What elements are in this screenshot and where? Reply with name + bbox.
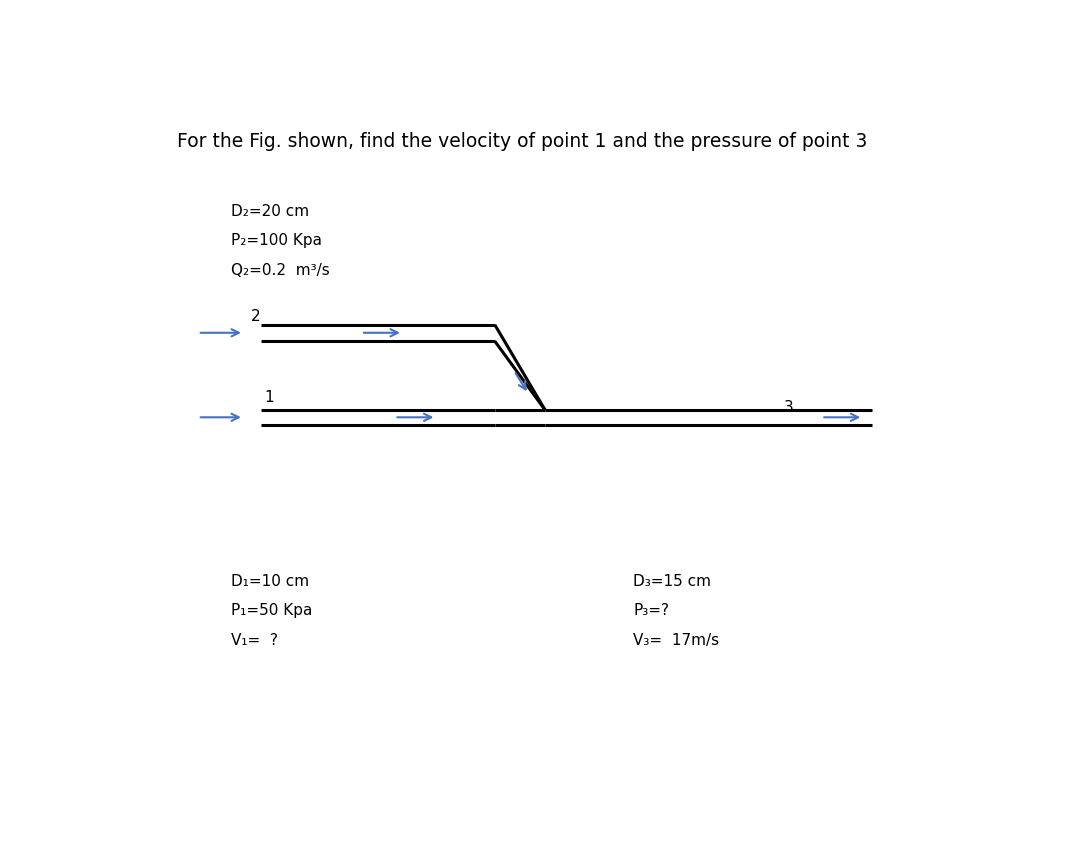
Text: Q₂=0.2  m³/s: Q₂=0.2 m³/s [231,263,330,277]
Text: 1: 1 [265,391,274,405]
Text: V₃=  17m/s: V₃= 17m/s [633,633,719,648]
Text: P₃=?: P₃=? [633,603,669,619]
Text: D₂=20 cm: D₂=20 cm [231,203,309,219]
Text: P₁=50 Kpa: P₁=50 Kpa [231,603,312,619]
Text: 2: 2 [251,309,260,323]
Text: P₂=100 Kpa: P₂=100 Kpa [231,233,322,248]
Text: 3: 3 [784,400,794,415]
Text: D₁=10 cm: D₁=10 cm [231,574,309,589]
Text: D₃=15 cm: D₃=15 cm [633,574,711,589]
Text: For the Fig. shown, find the velocity of point 1 and the pressure of point 3: For the Fig. shown, find the velocity of… [177,132,867,151]
Text: V₁=  ?: V₁= ? [231,633,279,648]
